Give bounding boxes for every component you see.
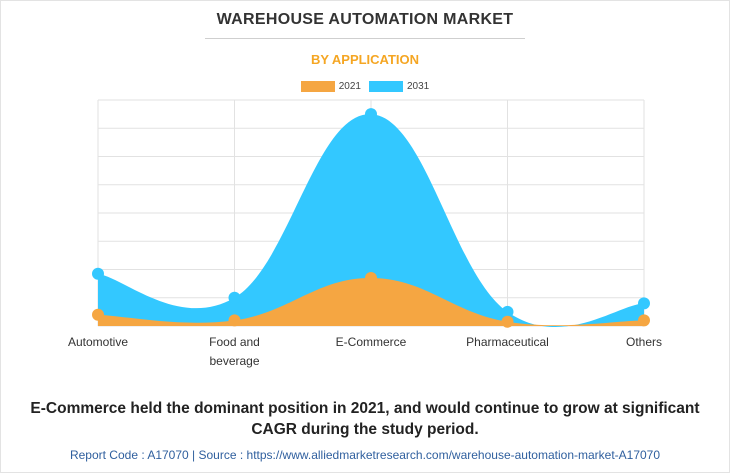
point-2031-1 [228, 291, 241, 304]
area-series-2021 [98, 277, 644, 326]
report-footer: Report Code : A17070 | Source : https://… [69, 448, 661, 462]
point-2031-4 [638, 297, 650, 310]
legend-label-2021: 2021 [338, 81, 361, 92]
point-2021-4 [638, 314, 650, 327]
legend-item-2031[interactable]: 2031 [369, 81, 429, 92]
point-2021-1 [228, 314, 241, 327]
x-tick-label: Pharmaceutical [466, 335, 549, 349]
x-tick-label: E-Commerce [336, 335, 407, 349]
point-2031-2 [365, 108, 377, 121]
x-tick-label: Automotive [68, 335, 128, 349]
point-2031-3 [501, 305, 514, 318]
x-tick-label: beverage [209, 354, 259, 368]
summary-note: E-Commerce held the dominant position in… [30, 400, 700, 438]
x-tick-label: Food and [209, 335, 260, 349]
point-2031-0 [92, 267, 104, 280]
legend-swatch-2021 [300, 81, 335, 92]
legend-swatch-2031 [369, 81, 403, 92]
legend-item-2021[interactable]: 2021 [300, 81, 361, 92]
point-2021-3 [501, 315, 514, 328]
title-divider [205, 38, 525, 39]
legend: 2021 2031 [0, 81, 730, 92]
chart-title: WAREHOUSE AUTOMATION MARKET [216, 11, 514, 28]
legend-label-2031: 2031 [407, 81, 430, 92]
area-series-2031 [98, 114, 644, 328]
x-tick-label: Others [626, 335, 662, 349]
point-2021-0 [92, 308, 104, 321]
chart-subtitle: BY APPLICATION [310, 52, 420, 67]
point-2021-2 [365, 271, 377, 284]
